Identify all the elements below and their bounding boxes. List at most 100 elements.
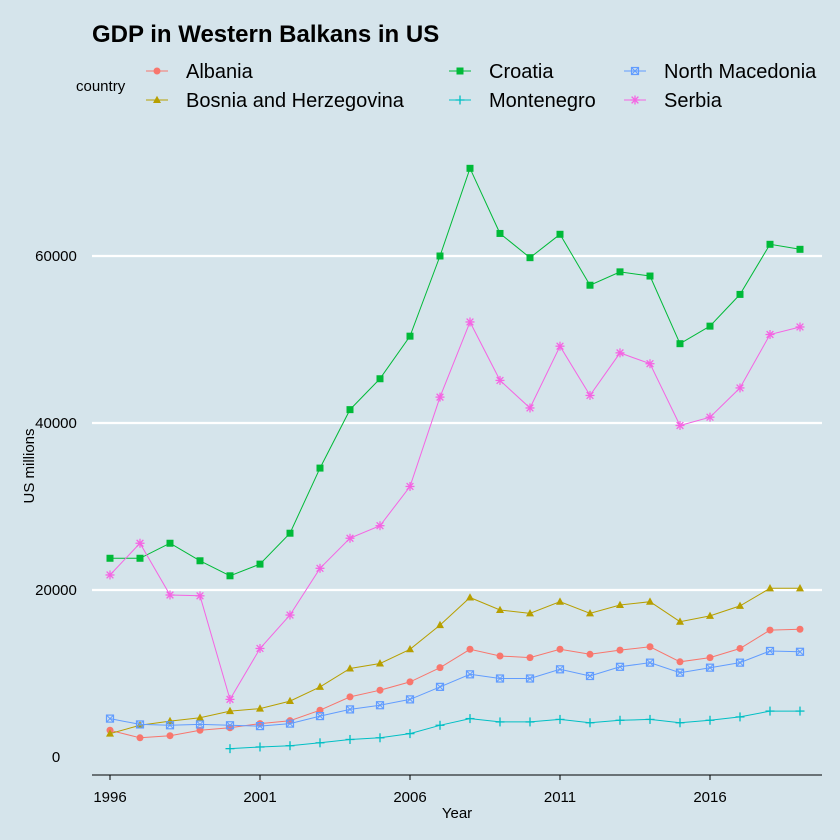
data-point — [676, 617, 684, 625]
data-point — [496, 652, 504, 660]
data-point — [316, 464, 324, 472]
legend-label: Albania — [186, 61, 254, 83]
data-point — [136, 554, 144, 562]
data-point — [225, 694, 235, 704]
data-point — [435, 682, 445, 691]
data-point — [586, 281, 594, 289]
data-point — [375, 733, 385, 743]
data-point — [766, 240, 774, 248]
data-point — [225, 721, 235, 730]
data-point — [675, 421, 685, 431]
series-montenegro — [225, 706, 805, 754]
series-serbia — [105, 317, 805, 704]
data-point — [106, 554, 114, 562]
x-tick-label: 2006 — [393, 789, 426, 806]
data-point — [255, 643, 265, 653]
data-point — [466, 593, 474, 601]
legend-title: country — [76, 78, 126, 95]
data-point — [465, 714, 475, 724]
legend-label: North Macedonia — [664, 61, 817, 83]
data-point — [406, 332, 414, 340]
data-point — [765, 706, 775, 716]
data-point — [255, 742, 265, 752]
data-point — [496, 229, 504, 237]
data-point — [645, 714, 655, 724]
legend-label: Croatia — [489, 61, 554, 83]
data-point — [465, 670, 475, 679]
data-point — [286, 696, 294, 705]
data-point — [585, 390, 595, 400]
data-point — [676, 658, 684, 666]
data-point — [766, 626, 774, 634]
series-line — [229, 710, 800, 750]
data-point — [135, 720, 145, 729]
y-axis-ticks: 0 20000 40000 60000 — [35, 248, 77, 766]
data-point — [586, 650, 594, 658]
data-point — [735, 712, 745, 722]
series-line — [110, 166, 801, 577]
legend-label: Montenegro — [489, 90, 596, 112]
data-point — [256, 720, 264, 728]
x-tick-label: 2016 — [693, 789, 726, 806]
data-point — [616, 268, 624, 276]
data-point — [375, 521, 385, 531]
data-point — [105, 570, 115, 580]
legend-key-marker — [630, 95, 640, 105]
data-point — [526, 654, 534, 662]
data-point — [796, 245, 804, 253]
data-point — [226, 706, 234, 715]
data-point — [466, 645, 474, 653]
data-point — [496, 605, 504, 614]
y-tick-label: 60000 — [35, 248, 77, 265]
legend-item: Bosnia and Herzegovina — [146, 90, 405, 112]
data-point — [705, 715, 715, 725]
data-point — [315, 563, 325, 573]
chart-title: GDP in Western Balkans in US — [92, 21, 439, 48]
legend: Albania Bosnia and Herzegovina Croatia Mont… — [146, 61, 817, 112]
data-point — [465, 317, 475, 327]
data-point — [226, 572, 234, 580]
data-point — [795, 647, 805, 656]
data-point — [736, 644, 744, 652]
data-point — [585, 718, 595, 728]
data-point — [675, 718, 685, 728]
data-point — [435, 720, 445, 730]
data-point — [525, 674, 535, 683]
series-croatia — [106, 164, 804, 580]
data-point — [675, 668, 685, 677]
data-point — [195, 720, 205, 729]
data-point — [285, 741, 295, 751]
data-point — [226, 724, 234, 732]
data-point — [466, 164, 474, 172]
legend-key-marker — [153, 67, 161, 75]
legend-key-marker — [153, 95, 161, 103]
data-point — [376, 686, 384, 694]
data-point — [795, 706, 805, 716]
data-point — [165, 590, 175, 600]
legend-label: Serbia — [664, 90, 723, 112]
data-point — [525, 403, 535, 413]
legend-key-marker — [456, 67, 464, 75]
data-point — [705, 412, 715, 422]
data-point — [495, 717, 505, 727]
x-axis-ticks: 1996 2001 2006 2011 2016 — [93, 775, 727, 806]
y-tick-label: 40000 — [35, 415, 77, 432]
data-point — [796, 625, 804, 633]
data-point — [376, 659, 384, 667]
data-point — [196, 557, 204, 565]
legend-item: Croatia — [449, 61, 554, 83]
legend-item: Montenegro — [449, 90, 596, 112]
data-point — [436, 252, 444, 260]
data-point — [166, 732, 174, 740]
data-point — [315, 738, 325, 748]
data-point — [735, 658, 745, 667]
data-point — [345, 533, 355, 543]
data-point — [405, 729, 415, 739]
data-point — [165, 721, 175, 730]
data-point — [555, 665, 565, 674]
data-point — [615, 348, 625, 358]
data-point — [405, 695, 415, 704]
data-point — [615, 715, 625, 725]
data-point — [555, 341, 565, 351]
